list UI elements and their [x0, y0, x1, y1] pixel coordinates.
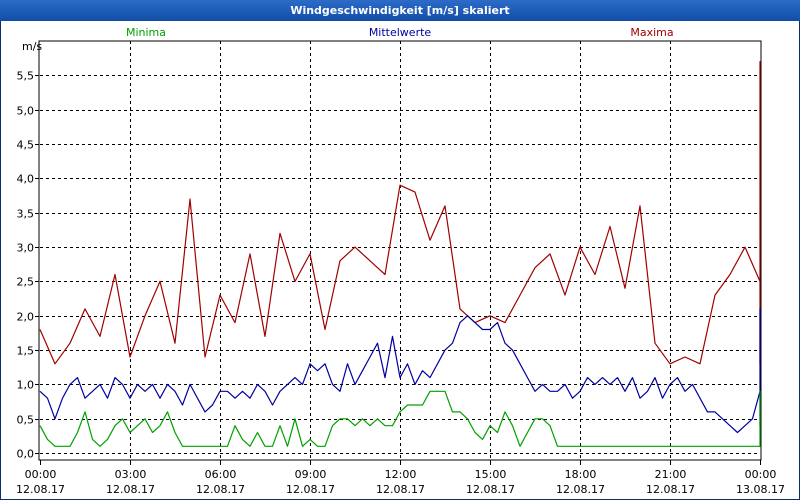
series-line-minima: [39, 390, 761, 447]
y-tick-label: 3,0: [17, 242, 35, 255]
x-tick-date-label: 12.08.17: [466, 483, 515, 496]
legend-maxima: Maxima: [630, 26, 673, 39]
y-tick-label: 0,5: [17, 414, 35, 427]
x-tick-time-label: 18:00: [565, 468, 597, 481]
x-tick-time-label: 12:00: [385, 468, 417, 481]
x-tick-time-label: 09:00: [295, 468, 327, 481]
y-tick-label: 5,5: [17, 70, 35, 83]
x-tick-time-label: 03:00: [115, 468, 147, 481]
chart-title: Windgeschwindigkeit [m/s] skaliert: [0, 0, 800, 21]
legend: Minima Mittelwerte Maxima: [126, 26, 674, 39]
y-axis: 0,0 0,5 1,0 1,5 2,0 2,5 3,0 3,5 4,0 4,5 5,0 5,5: [17, 70, 39, 461]
series-line-mittel: [39, 308, 761, 434]
y-tick-label: 2,0: [17, 311, 35, 324]
x-axis: 00:00 12.08.17 03:00 12.08.17 06:00 12.08.17 0…: [16, 460, 785, 496]
legend-minima: Minima: [126, 26, 166, 39]
x-tick-time-label: 21:00: [655, 468, 687, 481]
y-tick-label: 5,0: [17, 105, 35, 118]
y-tick-label: 4,0: [17, 173, 35, 186]
x-tick-time-label: 00:00: [25, 468, 57, 481]
x-tick-date-label: 13.08.17: [736, 483, 785, 496]
x-tick-time-label: 00:00: [745, 468, 777, 481]
y-tick-label: 0,0: [17, 448, 35, 461]
y-tick-label: 1,5: [17, 345, 35, 358]
x-tick-date-label: 12.08.17: [16, 483, 65, 496]
y-tick-label: 2,5: [17, 276, 35, 289]
x-tick-time-label: 15:00: [475, 468, 507, 481]
y-tick-label: 4,5: [17, 139, 35, 152]
x-tick-date-label: 12.08.17: [196, 483, 245, 496]
series-line-maxima: [39, 60, 761, 365]
x-tick-date-label: 12.08.17: [286, 483, 335, 496]
x-tick-date-label: 12.08.17: [556, 483, 605, 496]
x-tick-time-label: 06:00: [205, 468, 237, 481]
x-tick-date-label: 12.08.17: [376, 483, 425, 496]
y-axis-label: m/s: [22, 40, 42, 53]
x-tick-date-label: 12.08.17: [646, 483, 695, 496]
y-tick-label: 3,5: [17, 208, 35, 221]
legend-mittelwerte: Mittelwerte: [369, 26, 432, 39]
x-tick-date-label: 12.08.17: [106, 483, 155, 496]
series-group: [39, 60, 761, 447]
y-tick-label: 1,0: [17, 379, 35, 392]
grid: [40, 41, 760, 460]
